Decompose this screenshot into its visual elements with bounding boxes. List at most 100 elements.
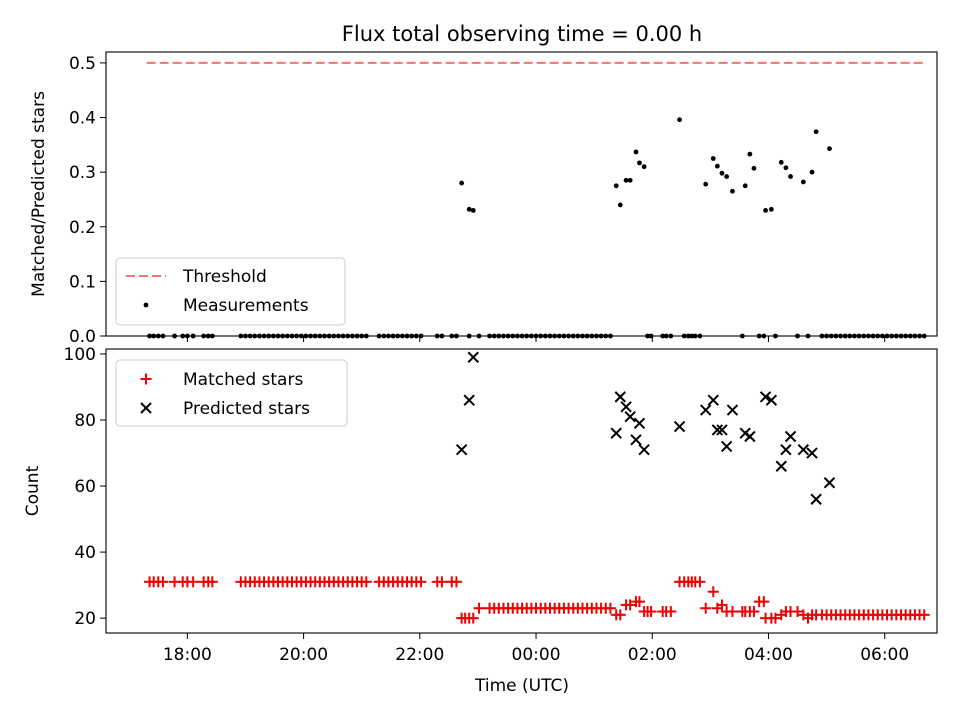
measurement-point — [449, 333, 455, 339]
measurements-legend-swatch — [143, 302, 149, 308]
measurement-point — [856, 333, 862, 339]
measurement-point — [685, 333, 691, 339]
measurement-point — [761, 333, 767, 339]
measurement-point — [418, 333, 424, 339]
measurement-point — [623, 177, 629, 183]
predicted-legend-swatch — [140, 402, 152, 414]
bottom-legend: Matched stars Predicted stars — [115, 359, 348, 427]
predicted-marker-b — [797, 444, 810, 456]
predicted-star-marker — [620, 401, 632, 413]
bottom-legend-box — [115, 359, 348, 427]
predicted-star-marker — [633, 417, 646, 430]
bottom-xtick-label: 06:00 — [860, 645, 909, 665]
predicted-marker-b — [673, 420, 686, 433]
measurement-point — [768, 206, 774, 212]
measurement-point — [561, 333, 567, 339]
matched-star-marker — [918, 609, 930, 621]
measurement-point — [795, 333, 800, 339]
matched-star-marker — [157, 576, 169, 588]
bottom-ytick-label: 20 — [74, 609, 96, 629]
measurement-point — [809, 169, 815, 175]
matched-star-marker — [467, 612, 479, 624]
bottom-y-ticks: 20 40 60 80 100 — [64, 345, 106, 629]
measurement-point — [570, 333, 576, 339]
matched-legend-label: Matched stars — [183, 370, 303, 390]
measurement-point — [773, 333, 778, 339]
measurement-point — [201, 333, 207, 339]
measurement-point — [747, 151, 753, 157]
predicted-marker-b — [784, 430, 797, 443]
measurement-point — [692, 333, 698, 339]
measurement-point — [648, 333, 654, 339]
measurement-point — [247, 333, 253, 339]
matched-star-marker — [473, 602, 485, 614]
measurement-point — [575, 333, 581, 339]
measurement-point — [710, 156, 716, 161]
measurement-point — [580, 333, 585, 339]
measurement-point — [270, 333, 276, 339]
measurement-point — [349, 333, 355, 339]
measurement-point — [907, 333, 913, 339]
predicted-marker-b — [806, 447, 818, 459]
measurement-point — [847, 333, 853, 339]
predicted-star-marker — [810, 493, 822, 505]
measurement-point — [538, 333, 544, 339]
measurement-point — [261, 333, 267, 339]
measurement-point — [303, 333, 309, 339]
measurement-point — [496, 333, 502, 339]
predicted-star-marker — [610, 427, 622, 439]
predicted-star-marker — [673, 420, 686, 433]
predicted-marker-b — [463, 394, 475, 406]
matched-star-marker — [187, 576, 199, 588]
measurement-point — [519, 333, 525, 339]
measurement-point — [617, 202, 623, 208]
top-y-ticks: 0.0 0.1 0.2 0.3 0.4 0.5 — [69, 54, 106, 347]
measurement-point — [395, 333, 401, 339]
measurement-point — [828, 333, 834, 339]
matched-star-marker — [604, 602, 616, 614]
measurement-point — [608, 333, 613, 339]
measurement-point — [800, 179, 806, 185]
measurement-point — [252, 333, 258, 339]
measurement-point — [556, 333, 562, 339]
predicted-star-marker — [784, 430, 797, 443]
predicted-marker-b — [711, 424, 724, 436]
predicted-star-marker — [806, 447, 818, 459]
measurement-point — [298, 333, 304, 339]
measurement-point — [763, 207, 768, 213]
predicted-marker-b — [700, 404, 712, 416]
measurement-point — [501, 333, 506, 339]
measurement-point — [917, 333, 922, 339]
matched-star-marker — [645, 606, 657, 618]
predicted-star-marker — [775, 460, 787, 472]
predicted-star-marker — [716, 424, 728, 436]
measurement-point — [434, 333, 440, 339]
measurement-point — [280, 333, 286, 339]
measurement-point — [404, 333, 410, 339]
measurement-point — [677, 117, 682, 123]
measurement-point — [660, 333, 666, 339]
top-ytick-label: 0.5 — [69, 54, 96, 74]
measurement-point — [668, 333, 674, 339]
measurement-point — [603, 333, 609, 339]
predicted-marker-b — [630, 434, 642, 446]
measurement-point — [566, 333, 571, 339]
predicted-star-marker — [630, 434, 642, 446]
measurement-point — [413, 333, 419, 339]
measurement-point — [238, 333, 244, 339]
predicted-marker-b — [633, 417, 646, 430]
measurement-point — [180, 333, 186, 339]
measurement-point — [266, 333, 272, 339]
bottom-xtick-label: 20:00 — [279, 645, 328, 665]
measurement-point — [921, 333, 927, 339]
matched-star-marker — [360, 576, 372, 588]
matched-star-marker — [700, 602, 712, 614]
measurement-point — [870, 333, 876, 339]
top-panel: 0.0 0.1 0.2 0.3 0.4 0.5 Matched/Predicted sta… — [29, 51, 938, 347]
predicted-marker-b — [726, 404, 739, 416]
predicted-star-marker — [720, 440, 733, 453]
measurement-point — [645, 333, 651, 339]
measurement-point — [903, 333, 909, 339]
measurement-point — [533, 333, 539, 339]
predicted-marker-b — [610, 427, 622, 439]
